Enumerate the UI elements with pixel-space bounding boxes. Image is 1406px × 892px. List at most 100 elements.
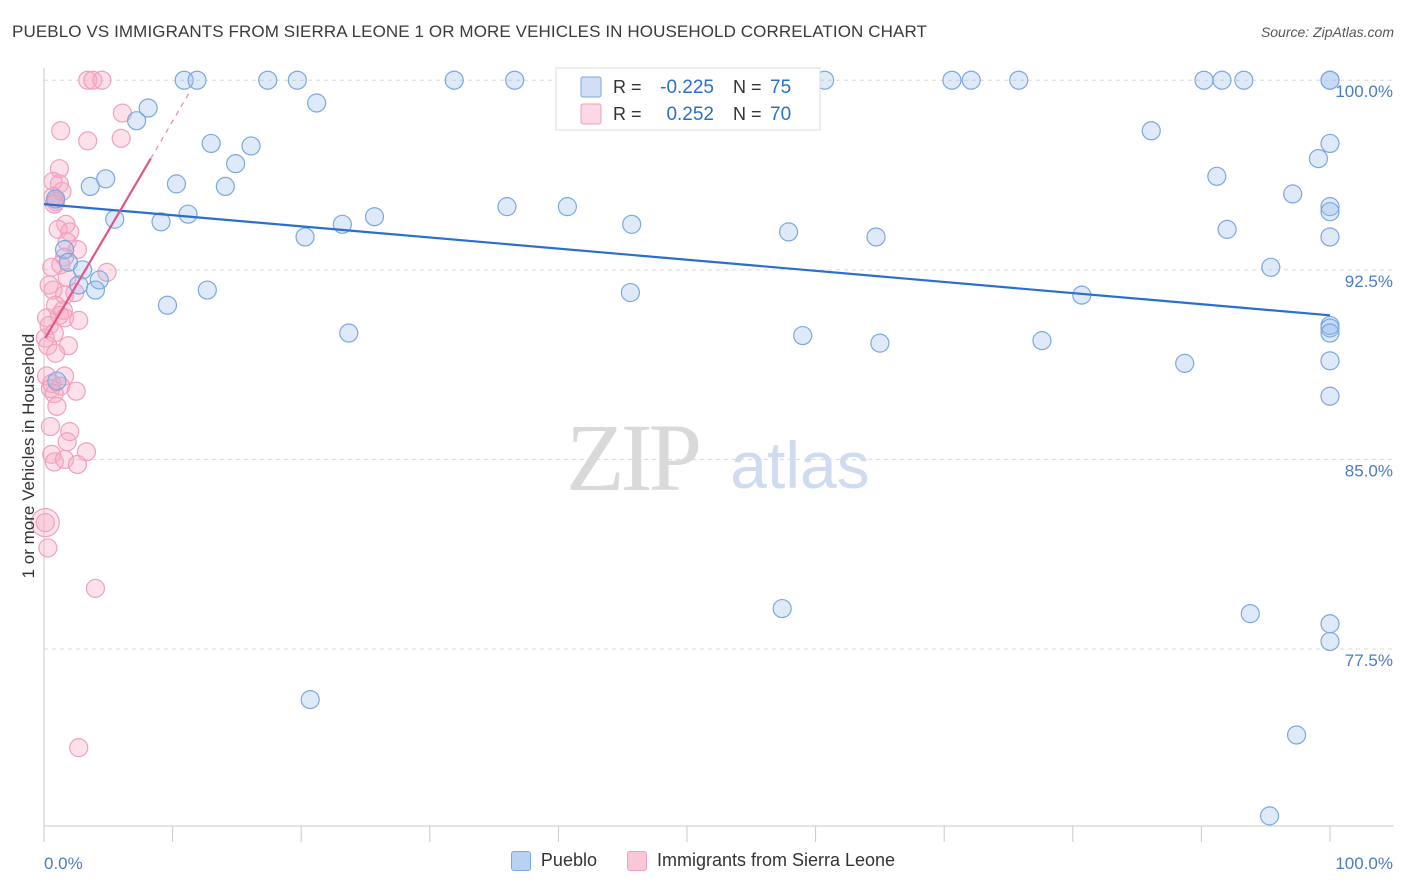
- pueblo-point: [1240, 604, 1260, 624]
- pueblo-point: [961, 70, 981, 90]
- watermark-atlas: atlas: [730, 428, 869, 502]
- pueblo-point: [1320, 318, 1340, 338]
- sierra-leone-trend-line: [44, 158, 152, 339]
- pueblo-point: [226, 154, 246, 174]
- pueblo-point: [778, 222, 799, 242]
- sierra-leone-point: [51, 121, 71, 141]
- pueblo-point: [96, 169, 116, 189]
- stats-box-frame: [555, 67, 821, 131]
- y-tick-label: 85.0%: [1345, 461, 1393, 480]
- pueblo-point: [1320, 197, 1340, 217]
- sierra-leone-point: [92, 70, 112, 90]
- watermark-zip: ZIP: [566, 404, 699, 511]
- sierra-leone-point: [47, 396, 67, 416]
- sierra-leone-point: [44, 384, 64, 404]
- pueblo-point: [497, 197, 517, 217]
- stats-n-value: 70: [770, 104, 791, 125]
- y-tick-label: 77.5%: [1345, 651, 1393, 670]
- pueblo-point: [1320, 202, 1340, 222]
- pueblo-point: [126, 111, 147, 131]
- sierra-leone-point: [66, 381, 86, 401]
- axes: [43, 68, 1394, 842]
- watermark: ZIP atlas: [566, 404, 870, 511]
- pueblo-point: [1320, 386, 1340, 406]
- legend-item-pueblo[interactable]: Pueblo: [510, 850, 597, 871]
- pueblo-point: [1286, 725, 1307, 745]
- pueblo-point: [1032, 331, 1052, 351]
- sierra-leone-points: [30, 70, 133, 758]
- pueblo-point: [241, 136, 261, 156]
- legend-item-sierra-leone[interactable]: Immigrants from Sierra Leone: [626, 850, 895, 871]
- pueblo-point: [1234, 70, 1254, 90]
- pueblo-point: [178, 204, 198, 224]
- sierra-leone-point: [40, 416, 61, 437]
- pueblo-point: [138, 98, 158, 118]
- pueblo-point: [772, 598, 792, 619]
- pueblo-point: [89, 270, 109, 290]
- pueblo-point: [1212, 70, 1232, 90]
- pueblo-point: [1320, 133, 1340, 154]
- sierra-leone-point: [78, 131, 98, 151]
- sierra-leone-point: [57, 432, 77, 452]
- pueblo-point: [151, 212, 171, 232]
- stats-n-label: N =: [733, 77, 762, 97]
- pueblo-point: [258, 70, 278, 90]
- legend-swatch-pueblo: [510, 850, 531, 871]
- chart-title: PUEBLO VS IMMIGRANTS FROM SIERRA LEONE 1…: [12, 22, 927, 41]
- sierra-leone-point: [57, 232, 77, 252]
- stats-n-label: N =: [733, 104, 762, 124]
- pueblo-point: [45, 189, 66, 209]
- stats-r-label: R =: [613, 77, 642, 97]
- pueblo-point: [1308, 148, 1329, 169]
- legend-label-pueblo: Pueblo: [540, 850, 597, 870]
- pueblo-point: [1320, 227, 1340, 247]
- tick-labels: 77.5% 85.0% 92.5% 100.0% 0.0% 100.0% 1 or more…: [19, 82, 1393, 873]
- pueblo-point: [307, 93, 327, 113]
- sierra-leone-point: [69, 738, 89, 758]
- pueblo-point: [1320, 70, 1340, 90]
- pueblo-point: [866, 227, 886, 247]
- pueblo-point: [1320, 614, 1340, 634]
- sierra-leone-point: [35, 513, 55, 533]
- sierra-leone-trend-extension: [150, 90, 192, 159]
- sierra-leone-point: [78, 70, 98, 90]
- pueblo-point: [1320, 323, 1340, 343]
- pueblo-point: [54, 240, 75, 260]
- x-tick-label: 100.0%: [1335, 854, 1393, 873]
- pueblo-point: [444, 70, 464, 90]
- pueblo-point: [1207, 166, 1227, 186]
- pueblo-point: [793, 325, 813, 346]
- sierra-leone-point: [38, 336, 58, 356]
- sierra-leone-point: [30, 508, 60, 538]
- sierra-leone-point: [38, 538, 58, 558]
- y-axis-title: 1 or more Vehicles in Household: [19, 334, 38, 579]
- stats-r-label: R =: [613, 104, 642, 124]
- sierra-leone-point: [43, 280, 63, 300]
- stats-r-value: -0.225: [660, 77, 714, 98]
- pueblo-point: [505, 70, 525, 90]
- trend-lines: [43, 90, 1331, 339]
- x-tick-label: 0.0%: [44, 854, 83, 873]
- source-credit: Source: ZipAtlas.com: [1260, 24, 1394, 40]
- pueblo-point: [1009, 70, 1029, 90]
- pueblo-point: [622, 214, 642, 234]
- pueblo-point: [300, 689, 320, 710]
- sierra-leone-point: [42, 257, 62, 277]
- stats-n-value: 75: [770, 77, 791, 98]
- stats-swatch: [580, 76, 602, 98]
- pueblo-point: [80, 176, 100, 197]
- sierra-leone-point: [42, 444, 62, 464]
- pueblo-points: [45, 70, 1340, 826]
- pueblo-trend-line: [43, 203, 1331, 317]
- pueblo-point: [1194, 70, 1214, 90]
- pueblo-point: [1175, 353, 1195, 373]
- pueblo-point: [1259, 806, 1280, 826]
- pueblo-point: [620, 282, 641, 303]
- pueblo-point: [1141, 121, 1161, 141]
- pueblo-point: [295, 227, 315, 247]
- pueblo-point: [339, 323, 359, 343]
- sierra-leone-point: [45, 343, 66, 363]
- sierra-leone-point: [97, 262, 117, 282]
- sierra-leone-point: [111, 128, 131, 148]
